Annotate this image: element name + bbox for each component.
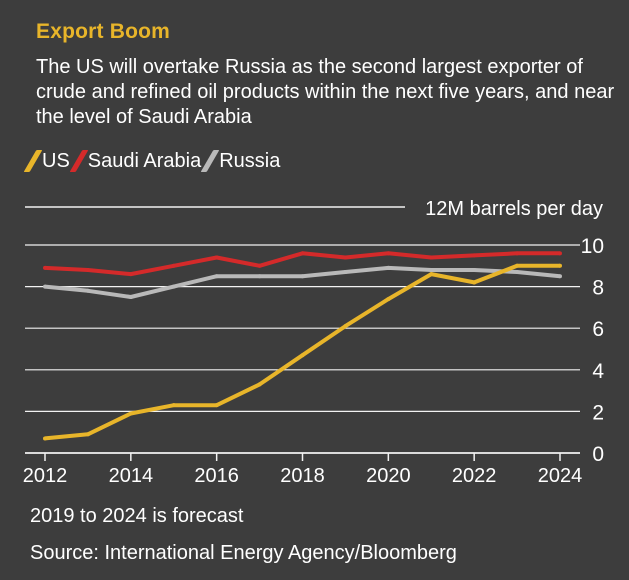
y-axis-unit-label: 12M barrels per day	[425, 198, 603, 220]
data-point-us	[300, 353, 305, 358]
data-point-russia	[472, 267, 477, 272]
data-point-saudi-arabia	[300, 251, 305, 256]
data-point-russia	[214, 274, 219, 279]
data-point-saudi-arabia	[214, 255, 219, 260]
data-point-saudi-arabia	[343, 255, 348, 260]
y-tick-label: 2	[592, 401, 604, 424]
data-point-us	[257, 382, 262, 387]
x-tick-label: 2020	[366, 465, 411, 487]
y-tick-label: 4	[592, 360, 604, 383]
legend-item-saudi-arabia: Saudi Arabia	[69, 149, 202, 173]
data-point-us	[214, 403, 219, 408]
data-point-russia	[386, 265, 391, 270]
data-point-russia	[257, 274, 262, 279]
series-us	[43, 263, 562, 441]
data-point-us	[558, 263, 562, 268]
data-point-saudi-arabia	[429, 255, 434, 260]
legend-item-russia: Russia	[200, 149, 281, 173]
data-point-us	[128, 411, 133, 416]
chart-subtitle: The US will overtake Russia as the secon…	[36, 56, 615, 128]
legend-label-russia: Russia	[219, 149, 281, 172]
data-point-us	[43, 436, 47, 441]
data-point-us	[386, 297, 391, 302]
x-tick-label: 2014	[109, 465, 154, 487]
forecast-note: 2019 to 2024 is forecast	[30, 505, 244, 527]
line-chart: 12M barrels per day 0 2 4 6 8 10 2012 2014 2016 20…	[23, 198, 605, 487]
data-point-saudi-arabia	[128, 272, 133, 277]
series-saudi-arabia	[43, 251, 562, 277]
series-line-us	[44, 263, 560, 441]
data-point-us	[515, 263, 520, 268]
data-point-russia	[300, 274, 305, 279]
data-point-russia	[515, 270, 520, 275]
x-tick-label: 2012	[23, 465, 68, 487]
data-point-russia	[171, 284, 176, 289]
data-point-saudi-arabia	[515, 251, 520, 256]
y-tick-label: 0	[592, 443, 604, 466]
legend-item-us: US	[23, 149, 70, 173]
data-point-saudi-arabia	[85, 267, 90, 272]
data-point-saudi-arabia	[472, 253, 477, 258]
legend: US Saudi Arabia Russia	[23, 148, 282, 174]
x-tick-label: 2022	[452, 465, 497, 487]
legend-label-us: US	[42, 149, 70, 172]
data-point-russia	[343, 270, 348, 275]
chart-title: Export Boom	[36, 20, 171, 43]
data-point-russia	[558, 274, 562, 279]
y-tick-label: 8	[592, 277, 604, 300]
data-point-russia	[85, 288, 90, 293]
y-tick-label: 6	[592, 318, 604, 341]
data-point-us	[85, 432, 90, 437]
data-point-us	[343, 324, 348, 329]
data-point-us	[429, 272, 434, 277]
data-point-saudi-arabia	[558, 251, 562, 256]
data-point-saudi-arabia	[171, 263, 176, 268]
data-point-us	[171, 403, 176, 408]
data-point-saudi-arabia	[386, 251, 391, 256]
data-point-saudi-arabia	[43, 265, 47, 270]
x-tick-label: 2016	[194, 465, 239, 487]
data-point-russia	[429, 267, 434, 272]
series-russia	[43, 265, 562, 299]
y-tick-label: 10	[581, 235, 604, 258]
x-tick-label: 2024	[538, 465, 583, 487]
source-note: Source: International Energy Agency/Bloo…	[30, 542, 457, 564]
data-point-saudi-arabia	[257, 263, 262, 268]
data-point-russia	[128, 295, 133, 299]
x-tick-label: 2018	[280, 465, 325, 487]
data-point-russia	[43, 284, 47, 289]
data-point-us	[472, 280, 477, 285]
legend-label-saudi-arabia: Saudi Arabia	[87, 149, 202, 172]
